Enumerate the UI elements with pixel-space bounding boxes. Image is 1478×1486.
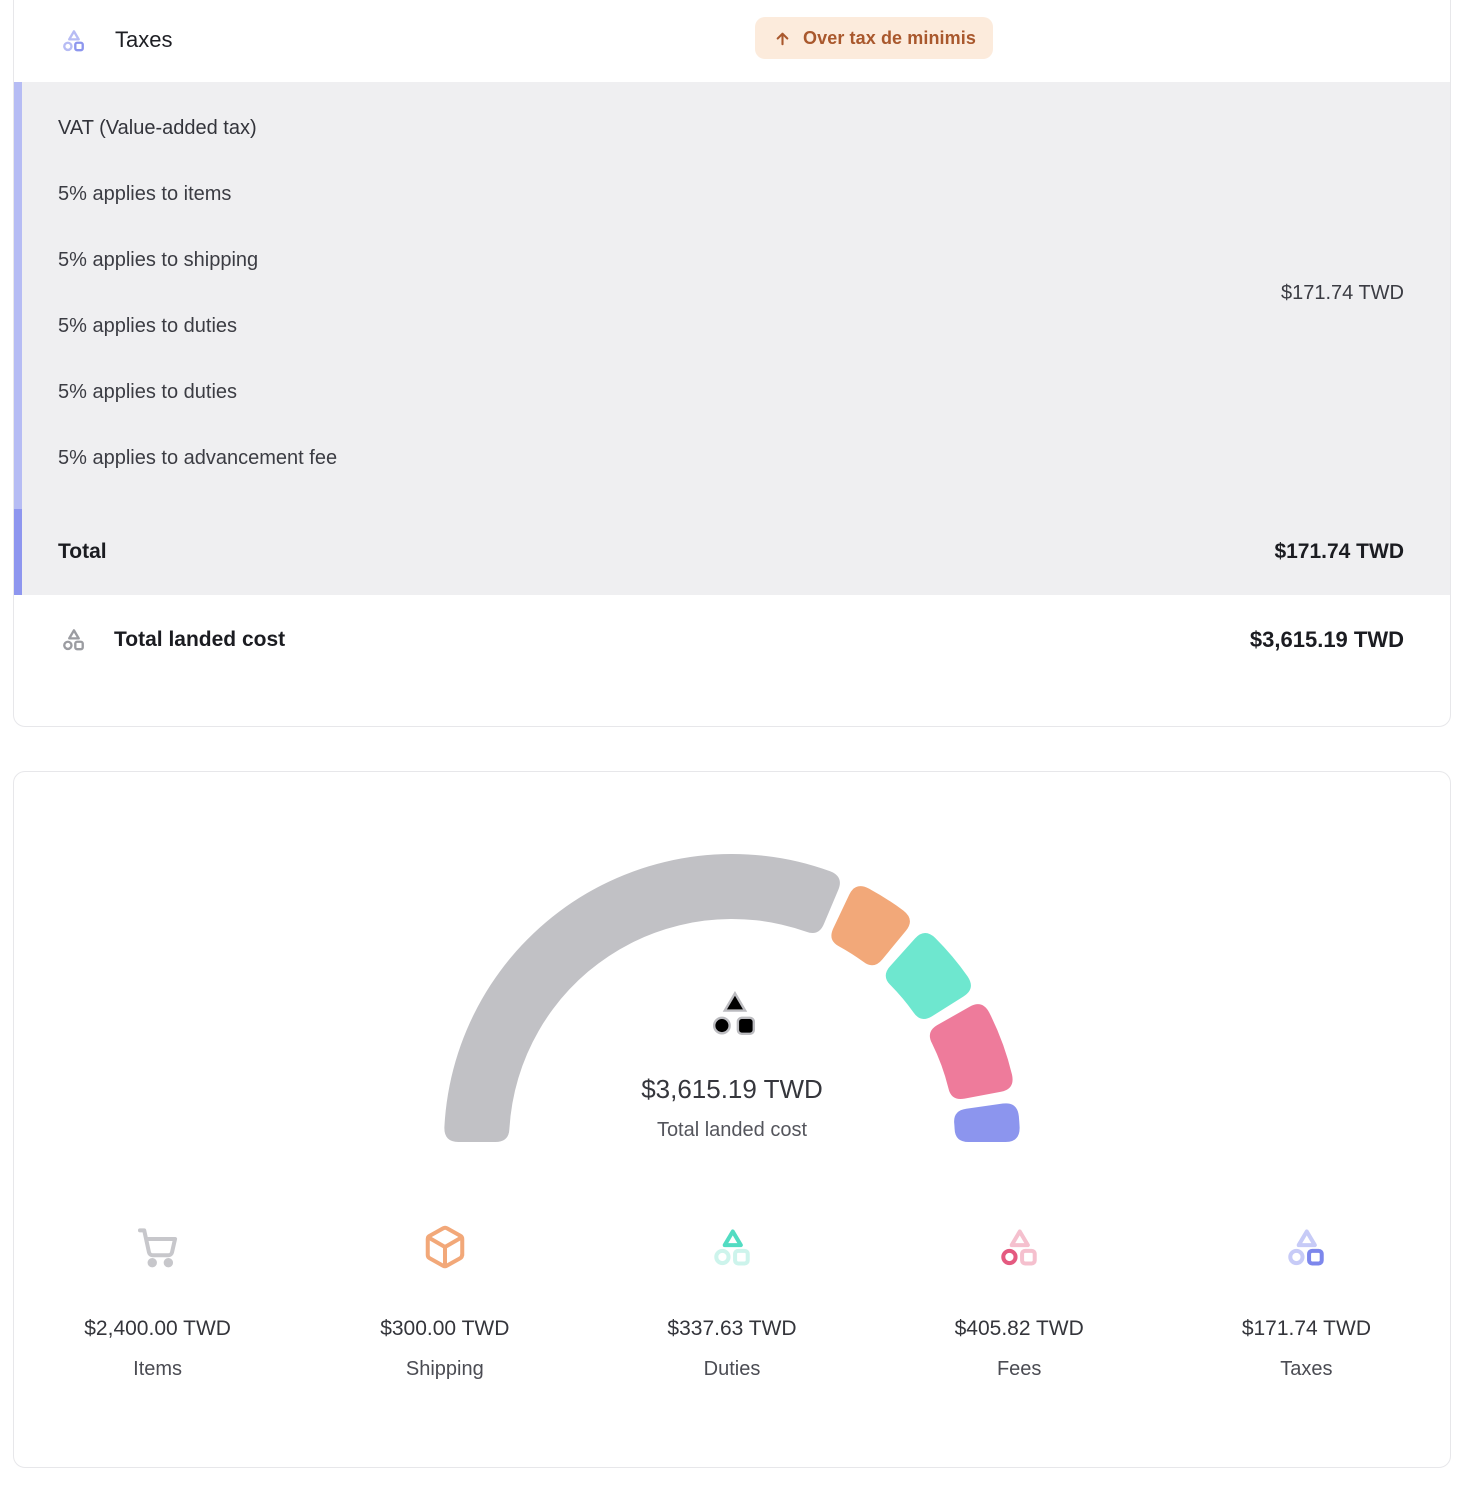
total-landed-cost-amount: $3,615.19 TWD xyxy=(1249,626,1404,652)
taxes-card: Taxes Over tax de minimis VAT (Value-add… xyxy=(13,0,1451,727)
de-minimis-badge-label: Over tax de minimis xyxy=(803,27,976,48)
shapes-taxes-icon xyxy=(63,29,84,51)
vat-line: 5% applies to items xyxy=(58,182,232,205)
shapes-center-icon xyxy=(712,991,756,1035)
gauge-center-label: Total landed cost xyxy=(656,1119,808,1141)
vat-total-amount: $171.74 TWD xyxy=(1274,540,1404,563)
vat-lines: VAT (Value-added tax) 5% applies to item… xyxy=(14,82,1450,491)
cart-icon xyxy=(137,1228,177,1268)
legend-label: Fees xyxy=(996,1358,1042,1380)
vat-line: 5% applies to shipping xyxy=(58,248,259,271)
vat-line: 5% applies to advancement fee xyxy=(58,446,338,469)
gauge-segment-items xyxy=(444,854,840,1142)
total-landed-cost-row: Total landed cost $3,615.19 TWD xyxy=(14,595,1450,684)
legend-fees: $405.82 TWD Fees xyxy=(876,1224,1163,1381)
gauge-segment-taxes xyxy=(954,1103,1020,1142)
vat-title: VAT (Value-added tax) xyxy=(58,116,257,139)
cost-breakdown-chart-card: $3,615.19 TWD Total landed cost $2,400.0… xyxy=(13,771,1451,1468)
vat-total-accent-bar xyxy=(14,509,22,595)
legend-items: $2,400.00 TWD Items xyxy=(14,1224,301,1381)
gauge-segment-duties xyxy=(885,933,971,1019)
cost-legend: $2,400.00 TWD Items $300.00 TWD Shipping xyxy=(14,1224,1450,1381)
landed-cost-gauge-chart xyxy=(444,854,1020,1142)
legend-amount: $171.74 TWD xyxy=(1241,1317,1371,1340)
shapes-square-icon xyxy=(1288,1229,1325,1266)
shapes-circle-icon xyxy=(1001,1229,1037,1266)
gauge-segment-shipping xyxy=(831,886,910,966)
vat-line: 5% applies to duties xyxy=(58,380,238,403)
legend-amount: $2,400.00 TWD xyxy=(84,1317,231,1340)
vat-detail-panel: VAT (Value-added tax) 5% applies to item… xyxy=(14,82,1450,595)
legend-label: Shipping xyxy=(405,1358,484,1380)
legend-label: Duties xyxy=(703,1358,761,1380)
total-landed-cost-label: Total landed cost xyxy=(114,627,286,651)
gauge-segment-fees xyxy=(929,1004,1013,1099)
vat-amount: $171.74 TWD xyxy=(1280,282,1404,304)
arrow-up-icon xyxy=(776,32,789,45)
legend-amount: $337.63 TWD xyxy=(667,1317,797,1340)
shapes-triangle-icon xyxy=(714,1229,750,1266)
legend-amount: $300.00 TWD xyxy=(380,1317,510,1340)
taxes-section-title: Taxes xyxy=(115,27,173,52)
legend-amount: $405.82 TWD xyxy=(954,1317,1084,1340)
taxes-header-row: Taxes Over tax de minimis xyxy=(14,0,1450,82)
legend-shipping: $300.00 TWD Shipping xyxy=(301,1224,588,1381)
legend-duties: $337.63 TWD Duties xyxy=(588,1224,875,1381)
legend-taxes: $171.74 TWD Taxes xyxy=(1163,1224,1450,1381)
vat-total-row: Total $171.74 TWD xyxy=(14,509,1450,595)
legend-label: Taxes xyxy=(1280,1358,1333,1380)
legend-label: Items xyxy=(133,1358,183,1380)
de-minimis-badge: Over tax de minimis xyxy=(755,17,993,59)
cube-icon xyxy=(425,1225,465,1269)
gauge-center-amount: $3,615.19 TWD xyxy=(641,1074,823,1104)
vat-accent-bar xyxy=(14,82,22,509)
vat-line: 5% applies to duties xyxy=(58,314,238,337)
vat-total-label: Total xyxy=(58,540,107,563)
shapes-total-icon xyxy=(63,629,84,651)
